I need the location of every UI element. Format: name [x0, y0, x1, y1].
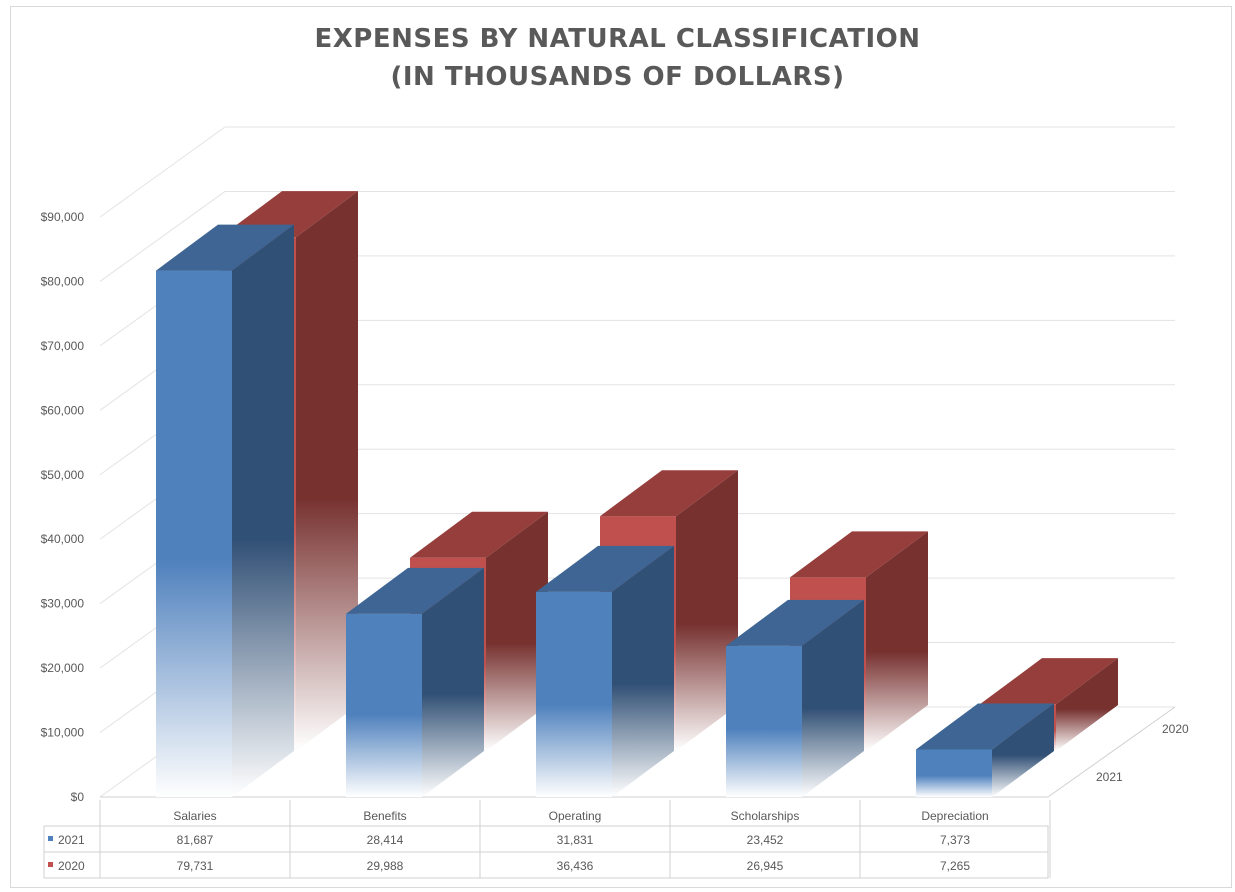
table-value: 81,687 — [177, 833, 214, 847]
bar-top-face — [980, 658, 1118, 705]
bar-side-face — [232, 224, 294, 798]
legend-label: 2021 — [58, 833, 85, 847]
bar-side-face — [1056, 658, 1118, 751]
legend-key — [48, 862, 53, 867]
table-value: 29,988 — [367, 859, 404, 873]
table-value: 79,731 — [177, 859, 214, 873]
grid-slant — [99, 126, 226, 218]
bar-front-face — [536, 591, 612, 797]
bar — [156, 224, 294, 798]
bar-front-face — [346, 613, 422, 797]
legend-key — [48, 836, 53, 841]
bar-front-face — [726, 645, 802, 797]
category-label: Depreciation — [921, 809, 988, 823]
table-value: 23,452 — [747, 833, 784, 847]
data-table: Salaries Benefits Operating Scholarships Dep… — [43, 800, 1051, 879]
bar-side-face — [802, 599, 864, 797]
table-value: 26,945 — [747, 859, 784, 873]
y-tick-label: $0 — [71, 790, 85, 804]
grid-slant — [99, 191, 226, 282]
y-tick-label: $60,000 — [41, 403, 85, 417]
bar-top-face — [916, 703, 1054, 750]
y-tick-label: $40,000 — [41, 532, 85, 546]
bar-side-face — [676, 470, 738, 751]
bar — [536, 545, 674, 797]
y-tick-label: $80,000 — [41, 274, 85, 288]
y-tick-label: $10,000 — [41, 726, 85, 740]
category-label: Operating — [549, 809, 602, 823]
axis-layer: $0 $10,000 $20,000 $30,000 $40,000 $50,000 $60… — [41, 210, 1189, 804]
bar-front-face — [156, 270, 232, 798]
bar-top-face — [536, 545, 674, 592]
category-label: Salaries — [173, 809, 216, 823]
y-tick-label: $50,000 — [41, 468, 85, 482]
bar — [346, 567, 484, 797]
table-value: 7,373 — [940, 833, 970, 847]
y-tick-label: $30,000 — [41, 597, 85, 611]
table-value: 31,831 — [557, 833, 594, 847]
bar-side-face — [612, 545, 674, 797]
bar-front-face — [916, 749, 992, 797]
bars-layer — [156, 191, 1118, 798]
bar — [916, 703, 1054, 797]
bar-side-face — [296, 191, 358, 752]
chart-title-line-2: (IN THOUSANDS OF DOLLARS) — [390, 62, 845, 92]
chart-title: EXPENSES BY NATURAL CLASSIFICATION (IN T… — [0, 20, 1235, 96]
bar-side-face — [422, 567, 484, 797]
y-tick-label: $70,000 — [41, 339, 85, 353]
bar-top-face — [156, 224, 294, 271]
category-label: Scholarships — [731, 809, 800, 823]
depth-label: 2020 — [1162, 722, 1189, 736]
bar — [726, 599, 864, 797]
bar-side-face — [866, 531, 928, 751]
bar-side-face — [486, 511, 548, 751]
y-tick-label: $20,000 — [41, 661, 85, 675]
bar-top-face — [726, 599, 864, 646]
depth-label: 2021 — [1096, 770, 1123, 784]
floor-side — [1047, 706, 1176, 798]
legend-label: 2020 — [58, 859, 85, 873]
bar-side-face — [992, 703, 1054, 797]
chart-title-line-1: EXPENSES BY NATURAL CLASSIFICATION — [314, 24, 921, 54]
y-tick-label: $90,000 — [41, 210, 85, 224]
bar-top-face — [600, 470, 738, 517]
table-value: 28,414 — [367, 833, 404, 847]
bar-top-face — [790, 531, 928, 578]
table-value: 7,265 — [940, 859, 970, 873]
table-value: 36,436 — [557, 859, 594, 873]
category-label: Benefits — [363, 809, 406, 823]
bar-top-face — [346, 567, 484, 614]
bar-top-face — [410, 511, 548, 558]
